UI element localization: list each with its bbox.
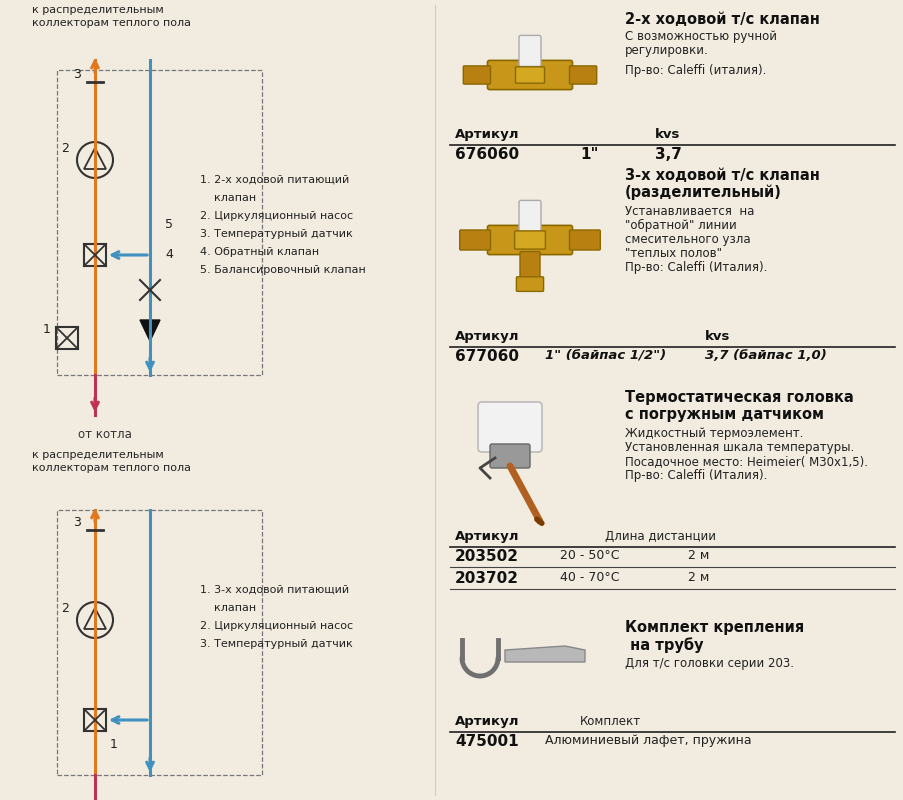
- Text: Комплект крепления: Комплект крепления: [624, 620, 804, 635]
- Text: 3-х ходовой т/с клапан: 3-х ходовой т/с клапан: [624, 168, 819, 183]
- Text: 2: 2: [61, 142, 69, 154]
- Bar: [56, 327, 78, 349]
- FancyBboxPatch shape: [514, 231, 545, 249]
- FancyBboxPatch shape: [569, 230, 600, 250]
- Text: Пр-во: Caleffi (Италия).: Пр-во: Caleffi (Италия).: [624, 261, 767, 274]
- FancyBboxPatch shape: [487, 60, 572, 90]
- Text: 677060: 677060: [454, 349, 518, 364]
- Text: 3. Температурный датчик: 3. Температурный датчик: [200, 229, 352, 239]
- Text: Установленная шкала температуры.: Установленная шкала температуры.: [624, 441, 853, 454]
- Text: Пр-во: Caleffi (Италия).: Пр-во: Caleffi (Италия).: [624, 469, 767, 482]
- Text: 2-х ходовой т/с клапан: 2-х ходовой т/с клапан: [624, 12, 819, 27]
- Text: 4. Обратный клапан: 4. Обратный клапан: [200, 247, 319, 257]
- FancyBboxPatch shape: [569, 66, 596, 84]
- Text: 3,7 (байпас 1,0): 3,7 (байпас 1,0): [704, 349, 826, 362]
- Text: клапан: клапан: [200, 193, 256, 203]
- FancyBboxPatch shape: [487, 226, 572, 254]
- Text: 1. 3-х ходовой питающий: 1. 3-х ходовой питающий: [200, 585, 349, 595]
- Text: 2: 2: [61, 602, 69, 614]
- FancyBboxPatch shape: [518, 35, 540, 66]
- Text: Термостатическая головка: Термостатическая головка: [624, 390, 852, 405]
- Bar: [84, 244, 106, 266]
- Text: к распределительным
коллекторам теплого пола: к распределительным коллекторам теплого …: [32, 450, 191, 473]
- FancyBboxPatch shape: [463, 66, 490, 84]
- Text: 1: 1: [110, 738, 117, 751]
- Text: Длина дистанции: Длина дистанции: [604, 530, 715, 543]
- Text: Посадочное место: Heimeier( М30х1,5).: Посадочное место: Heimeier( М30х1,5).: [624, 455, 867, 468]
- Text: "теплых полов": "теплых полов": [624, 247, 721, 260]
- Bar: [57, 510, 262, 775]
- Text: на трубу: на трубу: [624, 637, 703, 653]
- FancyBboxPatch shape: [460, 230, 490, 250]
- FancyBboxPatch shape: [515, 67, 544, 83]
- Text: Комплект: Комплект: [580, 715, 640, 728]
- Text: 5: 5: [165, 218, 172, 231]
- Text: 4: 4: [165, 249, 172, 262]
- Text: 3: 3: [73, 517, 81, 530]
- Text: Артикул: Артикул: [454, 128, 519, 141]
- Bar: [57, 70, 262, 375]
- Text: смесительного узла: смесительного узла: [624, 233, 749, 246]
- Text: С возможностью ручной: С возможностью ручной: [624, 30, 777, 43]
- Text: (разделительный): (разделительный): [624, 185, 781, 201]
- Text: Устанавливается  на: Устанавливается на: [624, 205, 753, 218]
- Text: 3. Температурный датчик: 3. Температурный датчик: [200, 639, 352, 649]
- Text: 2 м: 2 м: [687, 549, 709, 562]
- Text: 5. Балансировочный клапан: 5. Балансировочный клапан: [200, 265, 366, 275]
- Text: от котла: от котла: [78, 428, 132, 441]
- Text: клапан: клапан: [200, 603, 256, 613]
- FancyBboxPatch shape: [519, 251, 539, 281]
- Text: 2. Циркуляционный насос: 2. Циркуляционный насос: [200, 211, 353, 221]
- Text: Артикул: Артикул: [454, 715, 519, 728]
- Text: 40 - 70°С: 40 - 70°С: [559, 571, 619, 584]
- Text: 3,7: 3,7: [655, 147, 681, 162]
- Text: к распределительным
коллекторам теплого пола: к распределительным коллекторам теплого …: [32, 5, 191, 28]
- Text: 1" (байпас 1/2"): 1" (байпас 1/2"): [545, 349, 666, 362]
- Text: Жидкостный термоэлемент.: Жидкостный термоэлемент.: [624, 427, 803, 440]
- Text: "обратной" линии: "обратной" линии: [624, 219, 736, 232]
- Text: Артикул: Артикул: [454, 330, 519, 343]
- Bar: [84, 709, 106, 731]
- Text: 475001: 475001: [454, 734, 518, 749]
- Text: 1. 2-х ходовой питающий: 1. 2-х ходовой питающий: [200, 175, 349, 185]
- Text: с погружным датчиком: с погружным датчиком: [624, 407, 824, 422]
- Text: 3: 3: [73, 69, 81, 82]
- Text: Алюминиевый лафет, пружина: Алюминиевый лафет, пружина: [545, 734, 750, 747]
- Text: Пр-во: Caleffi (италия).: Пр-во: Caleffi (италия).: [624, 64, 766, 77]
- Text: регулировки.: регулировки.: [624, 44, 708, 57]
- Text: 203702: 203702: [454, 571, 518, 586]
- Text: Для т/с головки серии 203.: Для т/с головки серии 203.: [624, 657, 793, 670]
- Polygon shape: [140, 320, 160, 341]
- FancyBboxPatch shape: [516, 277, 543, 291]
- FancyBboxPatch shape: [489, 444, 529, 468]
- Text: 1: 1: [43, 323, 51, 337]
- FancyBboxPatch shape: [518, 200, 540, 231]
- FancyBboxPatch shape: [478, 402, 542, 452]
- Text: 20 - 50°С: 20 - 50°С: [559, 549, 619, 562]
- Text: 203502: 203502: [454, 549, 518, 564]
- Text: 2 м: 2 м: [687, 571, 709, 584]
- Text: 676060: 676060: [454, 147, 518, 162]
- Text: Артикул: Артикул: [454, 530, 519, 543]
- Text: 1": 1": [580, 147, 598, 162]
- Text: kvs: kvs: [655, 128, 680, 141]
- Text: kvs: kvs: [704, 330, 730, 343]
- Polygon shape: [505, 646, 584, 662]
- Text: 2. Циркуляционный насос: 2. Циркуляционный насос: [200, 621, 353, 631]
